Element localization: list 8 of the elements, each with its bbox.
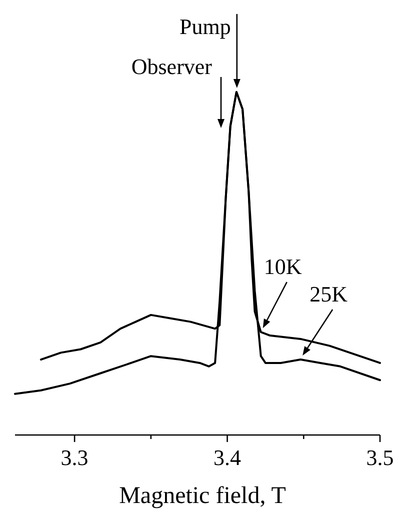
text: Observer [131, 54, 213, 79]
x-tick-label: 3.5 [366, 445, 394, 470]
x-tick-label: 3.3 [60, 445, 88, 470]
x-tick-label: 3.4 [214, 445, 242, 470]
series-label: 10K [264, 254, 302, 280]
x-axis-title: Magnetic field, T [119, 483, 286, 509]
annotation: Pump [180, 14, 231, 39]
legend-label: 25K [310, 282, 348, 307]
